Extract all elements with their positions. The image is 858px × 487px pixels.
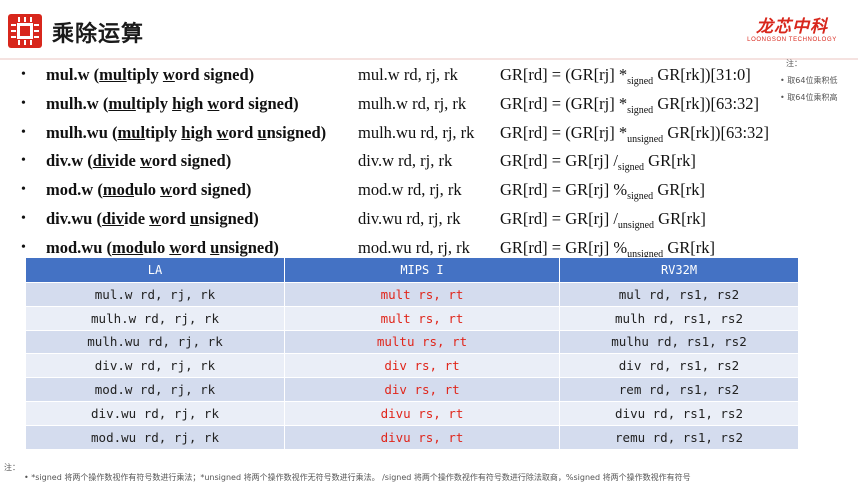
instruction-item: • mul.w (multiply word signed) mul.w rd, r… [0, 63, 790, 87]
instruction-name: div.wu (divide word unsigned) [46, 209, 259, 228]
bullet-icon: • [21, 211, 26, 226]
instruction-semantics: GR[rd] = GR[rj] %unsigned GR[rk] [500, 237, 715, 260]
chip-icon [8, 14, 42, 48]
instruction-semantics: GR[rd] = GR[rj] /signed GR[rk] [500, 151, 696, 174]
table-row: mod.wu rd, rj, rk divu rs, rt remu rd, rs1… [25, 424, 799, 450]
mips-cell: mult rs, rt [284, 305, 560, 331]
table-row: div.w rd, rj, rk div rs, rt div rd, rs1, r… [25, 353, 799, 379]
instruction-syntax: mod.w rd, rj, rk [358, 180, 462, 200]
table-row: mod.w rd, rj, rk div rs, rt rem rd, rs1, r… [25, 377, 799, 402]
table-row: mulh.w rd, rj, rk mult rs, rt mulh rd, rs1… [25, 305, 799, 331]
instruction-name: div.w (divide word signed) [46, 151, 232, 171]
instruction-semantics: GR[rd] = GR[rj] /unsigned GR[rk] [500, 209, 706, 231]
instruction-syntax: mulh.wu rd, rj, rk [358, 122, 475, 142]
instruction-syntax: div.wu rd, rj, rk [358, 209, 461, 228]
la-cell: mod.wu rd, rj, rk [25, 424, 285, 450]
logo-chinese-text: 龙芯中科 [756, 17, 828, 37]
footnote-text: • *signed 将两个操作数视作有符号数进行乘法；*unsigned 将两个… [24, 473, 691, 482]
bullet-icon: • [21, 67, 26, 82]
rv32m-cell: remu rd, rs1, rs2 [559, 424, 799, 450]
rv32m-cell: divu rd, rs1, rs2 [559, 400, 799, 426]
instruction-semantics: GR[rd] = (GR[rj] *signed GR[rk])[63:32] [500, 93, 760, 116]
loongson-logo: 龙芯中科 LOONGSON TECHNOLOGY [742, 18, 842, 48]
column-header-rv32m: RV32M [559, 257, 799, 283]
instruction-name: mul.w (multiply word signed) [46, 65, 255, 84]
mips-cell: mult rs, rt [284, 282, 560, 307]
instruction-item: • div.w (divide word signed) div.w rd, rj,… [0, 149, 790, 173]
page-title: 乘除运算 [52, 22, 145, 47]
instruction-syntax: mulh.w rd, rj, rk [358, 93, 467, 113]
slide-header: 乘除运算 龙芯中科 LOONGSON TECHNOLOGY [0, 0, 858, 64]
rv32m-cell: mul rd, rs1, rs2 [559, 282, 799, 307]
isa-comparison-table: LA MIPS I RV32M mul.w rd, rj, rk mult rs,… [25, 257, 799, 450]
la-cell: mulh.wu rd, rj, rk [25, 329, 285, 355]
table-row: mul.w rd, rj, rk mult rs, rt mul rd, rs1, … [25, 282, 799, 307]
instruction-syntax: mod.wu rd, rj, rk [358, 237, 470, 257]
la-cell: div.wu rd, rj, rk [25, 400, 285, 426]
table-row: mulh.wu rd, rj, rk multu rs, rt mulhu rd, … [25, 329, 799, 355]
instruction-item: • mulh.w (multiply high word signed) mulh.… [0, 92, 790, 116]
bullet-icon: • [21, 95, 26, 111]
instruction-name: mod.wu (modulo word unsigned) [46, 237, 279, 257]
rv32m-cell: mulhu rd, rs1, rs2 [559, 329, 799, 355]
rv32m-cell: mulh rd, rs1, rs2 [559, 305, 799, 331]
bullet-icon: • [21, 153, 26, 169]
footnote: 注： • *signed 将两个操作数视作有符号数进行乘法；*unsigned … [4, 463, 858, 483]
mips-cell: div rs, rt [284, 377, 560, 402]
table-header-row: LA MIPS I RV32M [25, 257, 799, 283]
la-cell: mul.w rd, rj, rk [25, 282, 285, 307]
bullet-icon: • [21, 124, 26, 140]
instruction-item: • div.wu (divide word unsigned) div.wu rd,… [0, 207, 790, 231]
instruction-name: mod.w (modulo word signed) [46, 180, 252, 200]
footnote-label: 注： [4, 463, 20, 472]
column-header-la: LA [25, 257, 285, 283]
instruction-item: • mulh.wu (multiply high word unsigned) mu… [0, 121, 790, 145]
mips-cell: divu rs, rt [284, 400, 560, 426]
instruction-semantics: GR[rd] = (GR[rj] *unsigned GR[rk])[63:32… [500, 122, 770, 145]
mips-cell: multu rs, rt [284, 329, 560, 355]
rv32m-cell: div rd, rs1, rs2 [559, 353, 799, 379]
la-cell: mulh.w rd, rj, rk [25, 305, 285, 331]
la-cell: div.w rd, rj, rk [25, 353, 285, 379]
instruction-semantics: GR[rd] = GR[rj] %signed GR[rk] [500, 180, 705, 203]
bullet-icon: • [21, 182, 26, 198]
mips-cell: divu rs, rt [284, 424, 560, 450]
logo-english-text: LOONGSON TECHNOLOGY [747, 37, 837, 43]
instruction-name: mulh.wu (multiply high word unsigned) [46, 122, 327, 142]
instruction-semantics: GR[rd] = (GR[rj] *signed GR[rk])[31:0] [500, 65, 751, 87]
instruction-syntax: div.w rd, rj, rk [358, 151, 453, 171]
bullet-icon: • [21, 239, 26, 255]
mips-cell: div rs, rt [284, 353, 560, 379]
instruction-item: • mod.wu (modulo word unsigned) mod.wu rd,… [0, 236, 790, 260]
instruction-syntax: mul.w rd, rj, rk [358, 65, 458, 84]
table-row: div.wu rd, rj, rk divu rs, rt divu rd, rs1… [25, 400, 799, 426]
side-note-label: 注： [786, 59, 802, 68]
header-divider [0, 58, 858, 60]
rv32m-cell: rem rd, rs1, rs2 [559, 377, 799, 402]
instruction-item: • mod.w (modulo word signed) mod.w rd, rj,… [0, 178, 790, 202]
side-note-item: • 取64位乘积低 [780, 76, 838, 85]
side-note: 注： • 取64位乘积低 • 取64位乘积高 [780, 58, 858, 103]
column-header-mips: MIPS I [284, 257, 560, 283]
instruction-name: mulh.w (multiply high word signed) [46, 93, 299, 113]
side-note-item: • 取64位乘积高 [780, 93, 838, 102]
la-cell: mod.w rd, rj, rk [25, 377, 285, 402]
